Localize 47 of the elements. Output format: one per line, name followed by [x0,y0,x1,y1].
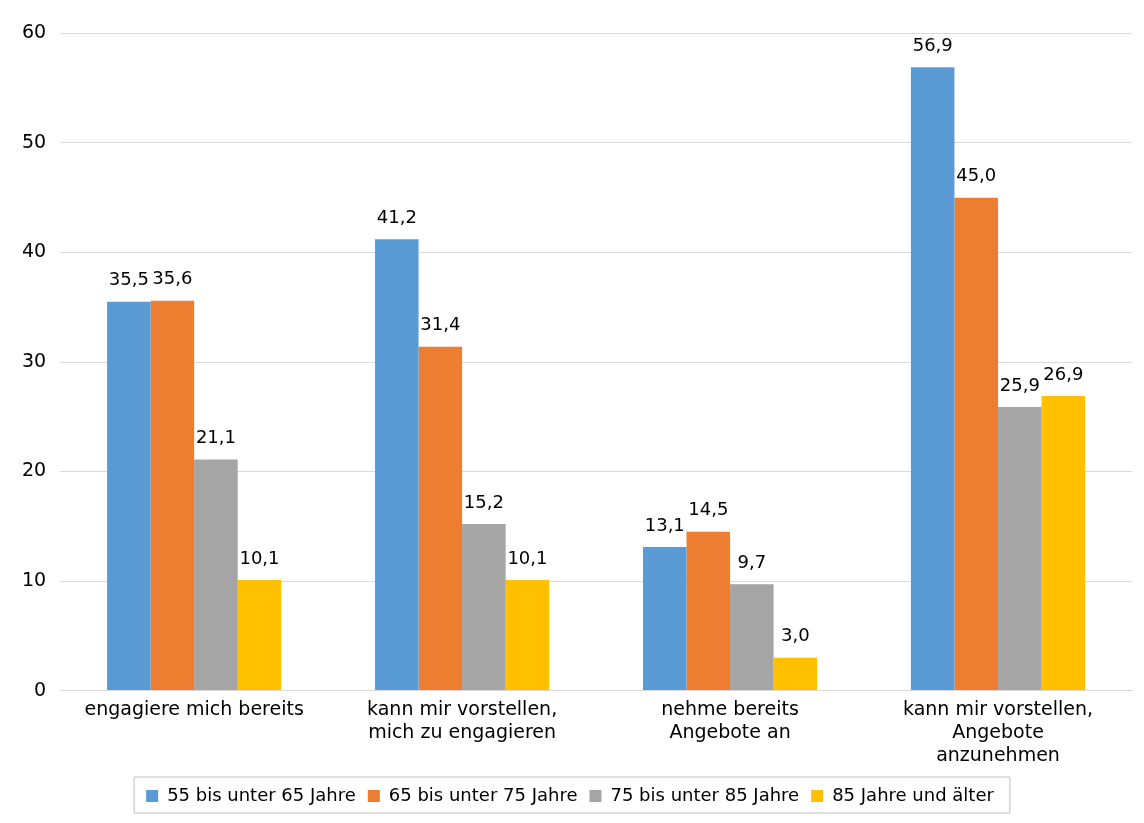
x-tick-label: kann mir vorstellen, mich zu engagieren [367,696,558,742]
data-label: 41,2 [376,205,417,227]
data-label: 9,7 [737,551,767,573]
bar [418,346,463,691]
y-tick-label: 10 [21,568,47,590]
bar [773,657,818,691]
bar [375,239,419,691]
data-label: 10,1 [239,546,280,568]
x-tick-label: nehme bereits Angebote an [661,696,799,742]
data-label: 26,9 [1043,362,1084,384]
bar [237,579,282,691]
y-tick-label: 20 [21,458,47,481]
data-label: 35,5 [108,268,149,290]
bar [998,406,1042,691]
data-label: 35,6 [152,267,193,289]
y-tick-label: 30 [21,348,47,371]
legend-label: 75 bis unter 85 Jahre [610,783,800,805]
data-label: 21,1 [195,426,236,448]
data-label: 3,0 [781,624,810,646]
data-label: 31,4 [420,313,461,335]
data-label: 45,0 [956,164,997,186]
y-tick-label: 50 [21,129,47,152]
legend-label: 65 bis unter 75 Jahre [388,783,578,805]
data-label: 15,2 [463,490,504,512]
data-label: 14,5 [688,498,729,520]
bar [150,300,195,691]
bar [107,301,151,691]
y-tick-label: 0 [34,677,47,700]
bar [910,67,955,691]
bar [505,579,550,691]
legend-label: 85 Jahre und älter [832,783,995,805]
bar [686,531,731,691]
bar [1041,395,1086,691]
bar [954,197,999,691]
x-tick-label: kann mir vorstellen, Angebote anzunehmen [902,696,1094,765]
data-label: 25,9 [999,373,1040,395]
y-tick-label: 40 [21,239,47,262]
data-label: 10,1 [507,546,548,568]
legend-label: 55 bis unter 65 Jahre [167,783,356,805]
y-tick-label: 60 [21,20,47,43]
bar [462,524,506,691]
data-label: 56,9 [912,34,953,56]
bar [194,459,238,691]
bar [642,547,687,691]
data-label: 13,1 [644,513,685,535]
bar [730,584,774,691]
x-tick-label: engagiere mich bereits [84,696,304,719]
